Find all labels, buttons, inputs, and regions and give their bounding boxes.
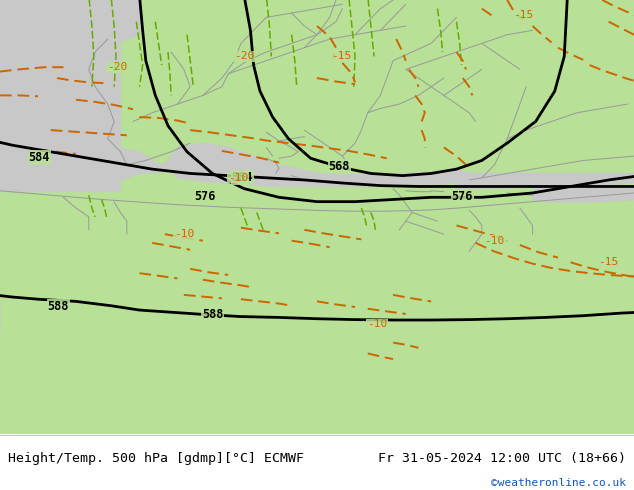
Text: 588: 588 — [202, 308, 223, 321]
Text: ©weatheronline.co.uk: ©weatheronline.co.uk — [491, 478, 626, 488]
Text: 584: 584 — [231, 171, 253, 184]
Polygon shape — [76, 147, 158, 182]
Text: -15: -15 — [513, 10, 533, 20]
Polygon shape — [165, 143, 469, 187]
Polygon shape — [533, 182, 634, 202]
Text: 568: 568 — [328, 160, 350, 172]
Text: -15: -15 — [598, 257, 619, 268]
Text: -15: -15 — [331, 51, 351, 61]
Text: 576: 576 — [194, 190, 216, 202]
Text: -10: -10 — [484, 236, 505, 245]
Text: -10: -10 — [367, 319, 387, 329]
Polygon shape — [0, 78, 25, 191]
Text: 584: 584 — [29, 151, 50, 164]
Text: Fr 31-05-2024 12:00 UTC (18+66): Fr 31-05-2024 12:00 UTC (18+66) — [378, 452, 626, 465]
Text: -20: -20 — [107, 62, 127, 72]
Polygon shape — [456, 173, 634, 189]
Text: 588: 588 — [48, 300, 69, 313]
Polygon shape — [95, 163, 482, 181]
Bar — [0, 35, 120, 191]
Polygon shape — [0, 0, 139, 56]
Text: -20: -20 — [234, 51, 254, 61]
Text: 576: 576 — [451, 190, 473, 202]
Polygon shape — [469, 176, 609, 187]
Text: -10: -10 — [174, 229, 194, 239]
Text: -10: -10 — [228, 173, 248, 183]
Text: Height/Temp. 500 hPa [gdmp][°C] ECMWF: Height/Temp. 500 hPa [gdmp][°C] ECMWF — [8, 452, 304, 465]
